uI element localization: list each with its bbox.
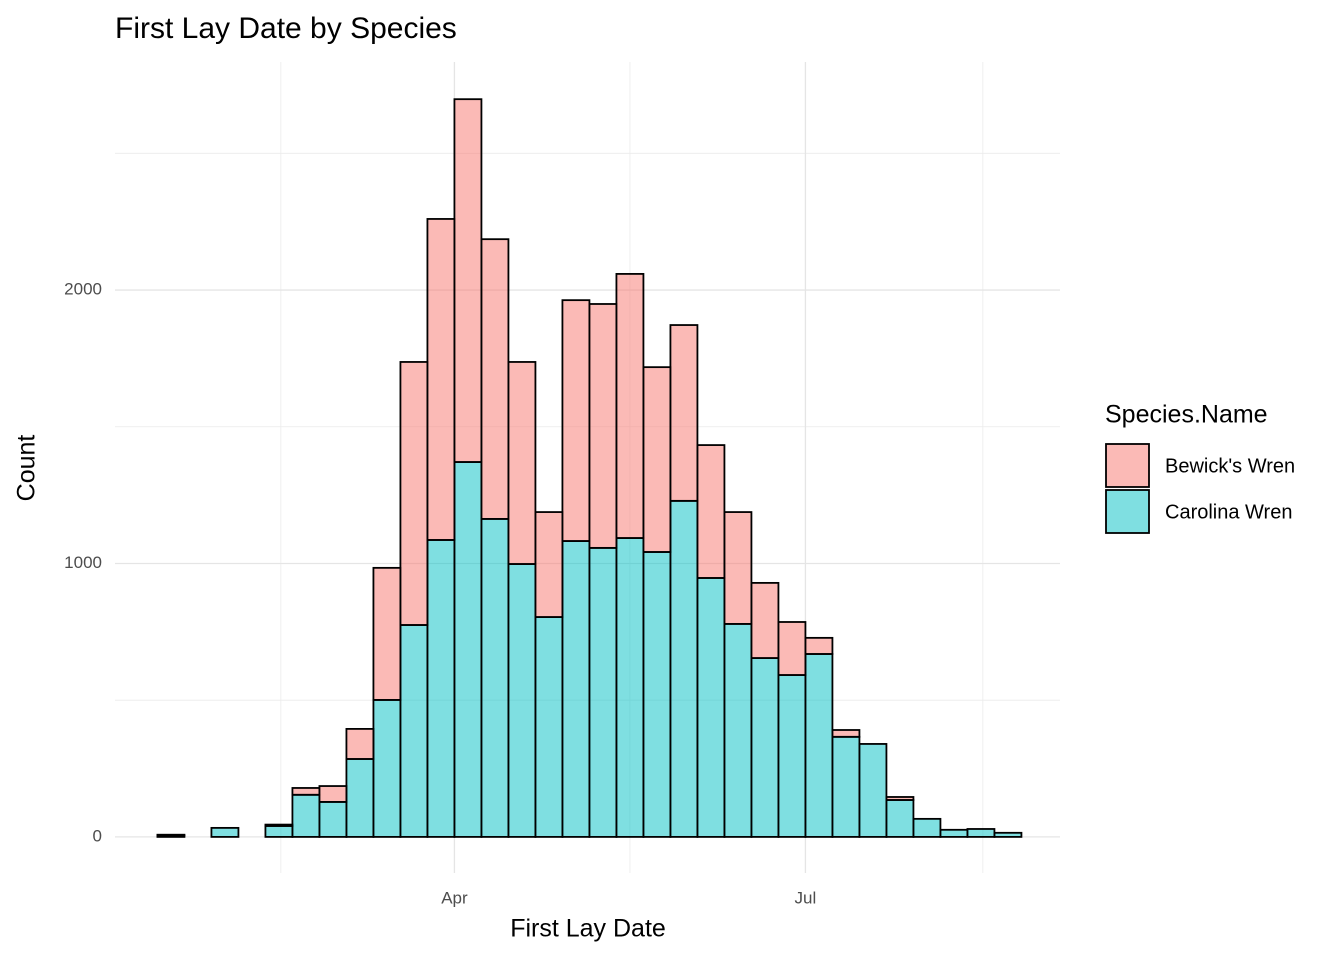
- bar: [399, 361, 429, 626]
- bar: [399, 624, 429, 838]
- bar: [588, 303, 618, 549]
- bar: [291, 787, 321, 796]
- bar: [858, 743, 888, 838]
- bar: [372, 699, 402, 838]
- x-tick-label: Apr: [441, 888, 468, 907]
- bar: [480, 518, 510, 838]
- bar: [480, 238, 510, 520]
- bar: [534, 511, 564, 618]
- bar: [669, 499, 699, 838]
- bar: [372, 566, 402, 701]
- bar: [831, 735, 861, 838]
- bar: [696, 577, 726, 838]
- bar: [885, 796, 915, 801]
- bar: [561, 540, 591, 838]
- y-tick-label: 0: [93, 826, 102, 845]
- bar: [777, 621, 807, 676]
- bar: [831, 729, 861, 738]
- bar: [318, 785, 348, 803]
- bar: [723, 623, 753, 838]
- bar: [426, 218, 456, 541]
- bar: [507, 361, 537, 565]
- bar: [750, 581, 780, 659]
- legend-label: Bewick's Wren: [1165, 455, 1295, 477]
- bar: [453, 98, 483, 463]
- bar: [507, 563, 537, 838]
- legend-label: Carolina Wren: [1165, 501, 1292, 523]
- bar: [534, 616, 564, 838]
- bar: [615, 273, 645, 539]
- bar: [318, 801, 348, 838]
- bar: [804, 636, 834, 655]
- bar: [345, 758, 375, 838]
- x-axis-label: First Lay Date: [510, 915, 666, 943]
- bar: [291, 793, 321, 838]
- bar: [264, 823, 294, 827]
- bar: [642, 551, 672, 838]
- bar: [750, 657, 780, 838]
- bar: [561, 299, 591, 542]
- bar: [156, 833, 186, 837]
- bar: [588, 546, 618, 838]
- chart-title: First Lay Date by Species: [115, 12, 457, 45]
- y-axis-label: Count: [13, 435, 41, 502]
- bar: [642, 366, 672, 553]
- bar: [264, 825, 294, 838]
- bar: [210, 826, 240, 838]
- bar: [723, 511, 753, 625]
- bar: [966, 828, 996, 838]
- bar: [615, 537, 645, 838]
- bar: [993, 831, 1023, 838]
- bar: [804, 653, 834, 838]
- legend-title: Species.Name: [1105, 401, 1268, 429]
- bar: [453, 461, 483, 838]
- legend-key: [1105, 443, 1150, 488]
- x-tick-label: Jul: [795, 888, 817, 907]
- bar: [912, 817, 942, 838]
- bar: [426, 539, 456, 838]
- bar: [939, 828, 969, 838]
- bar: [345, 728, 375, 760]
- y-tick-label: 2000: [64, 280, 102, 299]
- bar: [885, 799, 915, 838]
- y-tick-label: 1000: [64, 553, 102, 572]
- legend-key: [1105, 489, 1150, 534]
- bar: [777, 674, 807, 838]
- bar: [669, 324, 699, 502]
- bar: [696, 444, 726, 579]
